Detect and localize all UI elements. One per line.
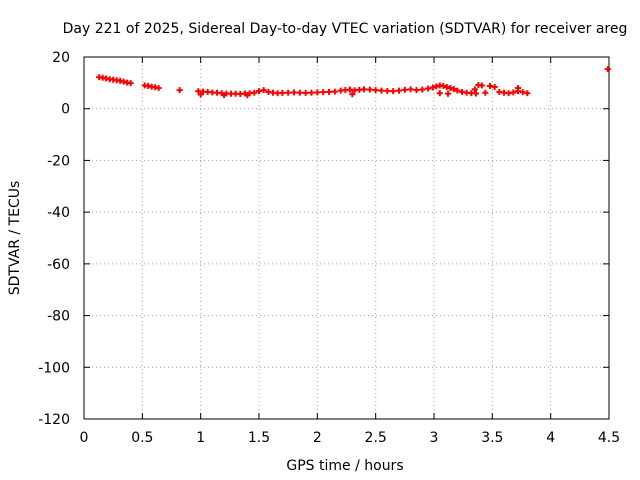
data-point (473, 90, 479, 97)
y-tick-labels: 20 0 -20 -40 -60 -80 -100 -120 (38, 50, 70, 428)
data-point (176, 87, 183, 94)
data-point (361, 86, 367, 93)
data-point (471, 86, 478, 93)
x-tick-label: 0.5 (131, 430, 153, 446)
data-point (390, 88, 397, 95)
data-point (524, 90, 531, 97)
plot-frame (83, 56, 610, 420)
data-point (326, 88, 332, 95)
data-point (396, 87, 402, 94)
data-point (491, 83, 498, 90)
data-point (244, 92, 251, 99)
data-point (372, 87, 379, 94)
data-point (314, 89, 321, 96)
data-point (378, 87, 385, 94)
x-tick-label: 3.5 (481, 430, 503, 446)
data-point (454, 87, 461, 94)
data-point (320, 89, 327, 96)
data-point (447, 85, 454, 92)
y-tick-label: -80 (47, 309, 70, 325)
data-point (221, 92, 227, 99)
data-point (510, 89, 517, 96)
data-point (482, 89, 489, 96)
data-point (366, 86, 373, 93)
x-tick-label: 4.5 (598, 430, 620, 446)
x-tick-label: 1.5 (248, 430, 270, 446)
y-tick-label: -60 (47, 257, 70, 273)
data-point (260, 87, 267, 94)
y-tick-label: -120 (38, 412, 70, 428)
y-tick-label: -40 (47, 205, 70, 221)
data-point (308, 89, 315, 96)
data-point (155, 85, 162, 92)
x-tick-labels: 0 0.5 1 1.5 2 2.5 3 3.5 4 4.5 (80, 430, 621, 446)
data-point (413, 87, 420, 94)
x-tick-label: 3 (430, 430, 439, 446)
data-point (429, 84, 436, 91)
data-point (120, 78, 127, 85)
data-point (604, 66, 611, 73)
y-axis-label: SDTVAR / TECUs (7, 181, 23, 296)
data-point (515, 85, 521, 92)
data-point (419, 86, 426, 93)
data-point (443, 83, 450, 90)
data-point (436, 90, 443, 97)
data-point (285, 89, 292, 96)
data-point (349, 91, 356, 98)
data-point (450, 86, 457, 93)
data-point (433, 83, 440, 90)
data-point (279, 89, 286, 96)
data-point (256, 88, 262, 95)
data-point (197, 91, 204, 98)
grid-lines (84, 57, 609, 419)
x-tick-label: 2.5 (365, 430, 387, 446)
data-point (127, 80, 134, 87)
chart-title: Day 221 of 2025, Sidereal Day-to-day VTE… (63, 21, 628, 37)
data-point (401, 86, 408, 93)
y-tick-label: 0 (61, 102, 70, 118)
y-tick-label: 20 (52, 50, 70, 66)
data-point (407, 86, 414, 93)
y-tick-label: -100 (38, 360, 70, 376)
data-point (291, 89, 297, 96)
data-point (478, 82, 485, 89)
data-points (96, 66, 611, 99)
data-point (384, 87, 391, 94)
y-tick-label: -20 (47, 153, 70, 169)
data-point (302, 89, 309, 96)
data-point (425, 85, 432, 92)
data-point (251, 89, 258, 96)
x-tick-label: 0 (80, 430, 89, 446)
data-point (331, 88, 338, 95)
axes (83, 56, 610, 420)
data-point (445, 90, 451, 97)
data-point (440, 82, 447, 89)
x-tick-label: 2 (313, 430, 322, 446)
x-tick-label: 4 (546, 430, 555, 446)
data-point (519, 89, 526, 96)
data-point (487, 82, 493, 89)
data-point (296, 89, 303, 96)
x-axis-label: GPS time / hours (286, 458, 403, 474)
x-tick-label: 1 (196, 430, 205, 446)
